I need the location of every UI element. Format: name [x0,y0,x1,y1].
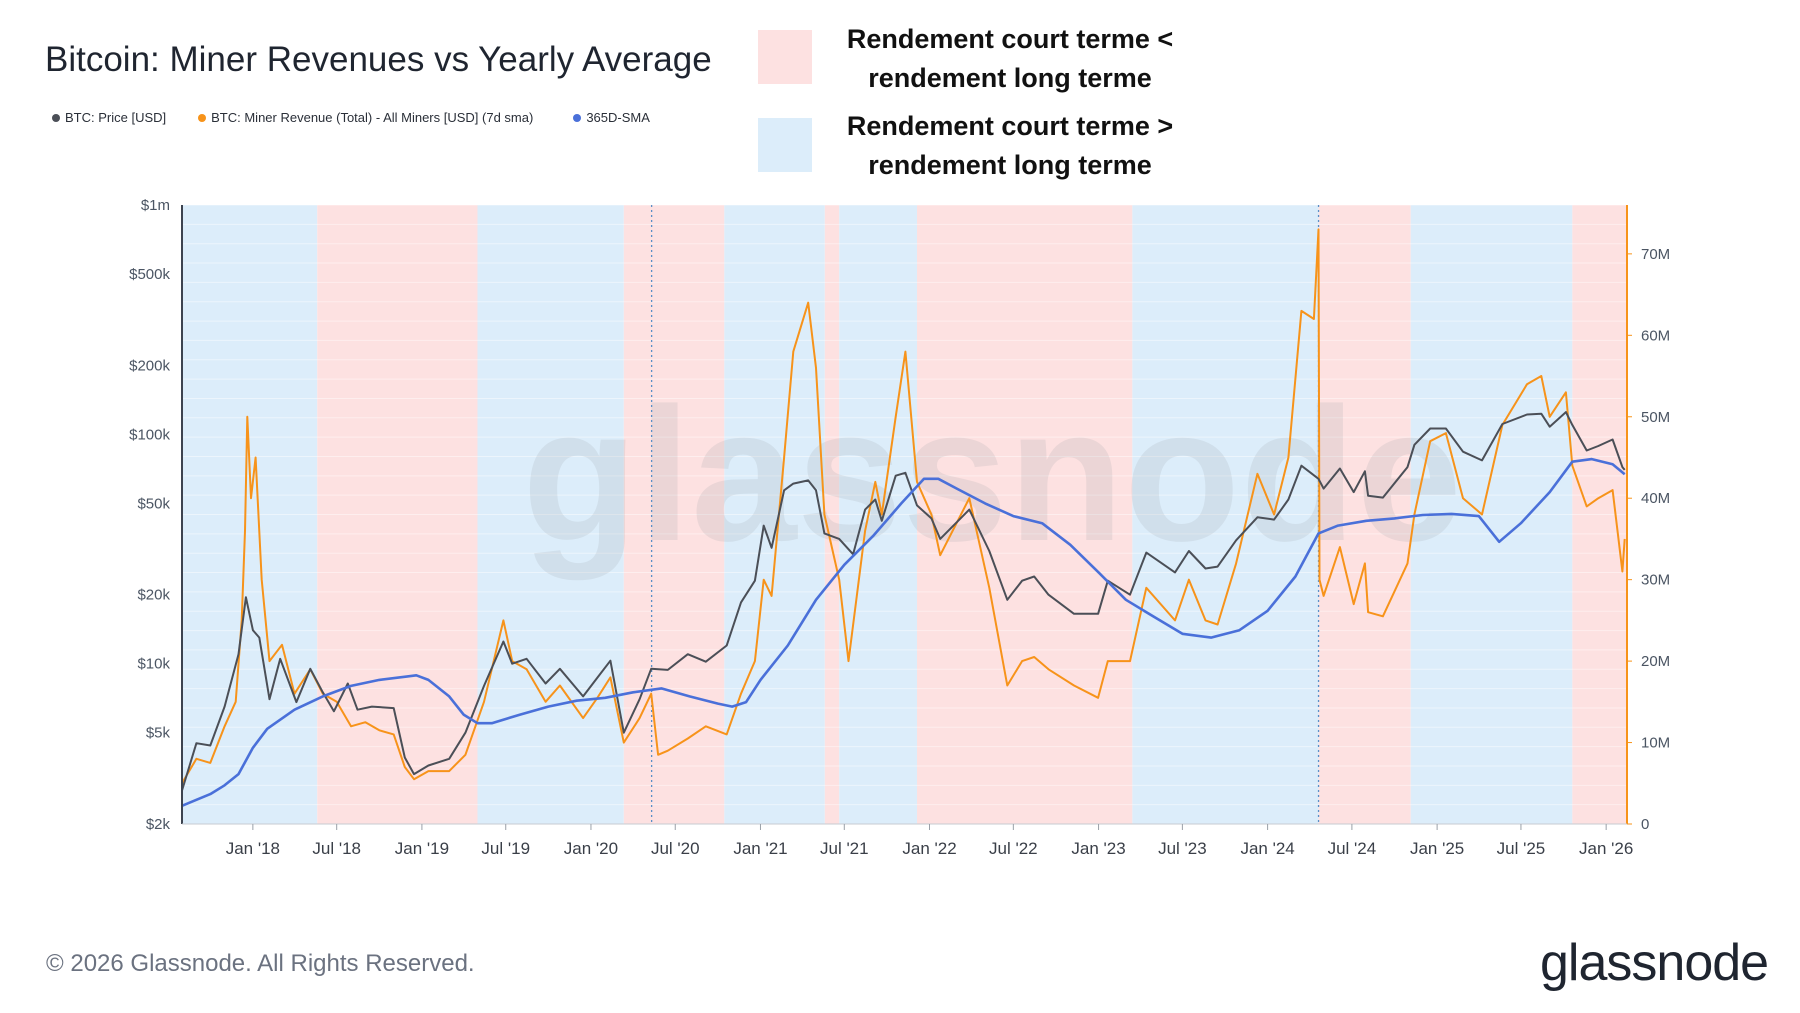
y-left-tick-label: $10k [137,656,170,673]
regime-band-red [1318,205,1411,824]
x-ticks: Jan '18 Jul '18 Jan '19 Jul '19 Jan '20 Jul '… [226,824,1633,858]
watermark: glassnode [522,369,1462,581]
regime-legend-blue-text: Rendement court terme > rendement long t… [830,107,1190,185]
legend-dot-miner-revenue [198,113,207,122]
chart-title: Bitcoin: Miner Revenues vs Yearly Averag… [45,40,712,79]
x-tick-label: Jan '24 [1240,839,1294,858]
y-right-tick-label: 20M [1641,653,1670,670]
x-tick-label: Jul '18 [312,839,361,858]
regime-band-blue [839,205,918,824]
regime-band-red [1572,205,1627,824]
legend-dot-price [52,113,60,122]
legend-item-sma[interactable]: 365D-SMA [573,110,650,125]
x-tick-label: Jul '19 [481,839,530,858]
y-left-tick-label: $500k [129,266,170,283]
y-left-ticks: $2k $5k $10k $20k $50k $100k $200k $500k $1m [129,197,170,833]
legend-item-miner-revenue[interactable]: BTC: Miner Revenue (Total) - All Miners … [198,110,533,125]
y-right-tick-label: 10M [1641,735,1670,752]
y-right-tick-label: 70M [1641,246,1670,263]
y-right-tick-label: 40M [1641,490,1670,507]
regime-band-blue [1132,205,1319,824]
legend-item-price[interactable]: BTC: Price [USD] [52,110,166,125]
y-left-tick-label: $2k [146,816,171,833]
regime-blue-line2: rendement long terme [868,150,1152,180]
regime-legend-red-swatch [758,30,812,84]
regime-red-line1: Rendement court terme < [846,24,1174,54]
series-legend: BTC: Price [USD] BTC: Miner Revenue (Tot… [52,110,680,125]
regime-legend-blue-swatch [758,118,812,172]
regime-red-line2: rendement long terme [868,63,1152,93]
legend-dot-sma [573,113,582,122]
x-tick-label: Jan '25 [1410,839,1464,858]
y-left-tick-label: $5k [146,725,171,742]
x-tick-label: Jan '21 [733,839,787,858]
legend-label-sma: 365D-SMA [586,110,650,125]
brand-logo: glassnode [1540,934,1769,992]
regime-band-blue [182,205,318,824]
miner-revenue-line [181,228,1626,784]
y-right-ticks: 0 10M 20M 30M 40M 50M 60M 70M [1627,246,1670,833]
sma-365d-line [181,457,1626,807]
x-tick-label: Jul '22 [989,839,1038,858]
y-right-tick-label: 0 [1641,816,1649,833]
y-left-tick-label: $20k [137,587,170,604]
y-right-tick-label: 60M [1641,327,1670,344]
y-left-tick-label: $50k [137,495,170,512]
halving-markers [650,205,1320,824]
series-lines [181,228,1626,807]
x-tick-label: Jan '26 [1579,839,1633,858]
y-right-tick-label: 50M [1641,409,1670,426]
axes [181,205,1628,825]
x-tick-label: Jan '18 [226,839,280,858]
x-tick-label: Jan '20 [564,839,618,858]
x-tick-label: Jan '19 [395,839,449,858]
price-line [181,411,1626,791]
x-tick-label: Jan '22 [902,839,956,858]
regime-band-red [824,205,840,824]
regime-band-red [917,205,1133,824]
x-tick-label: Jul '23 [1158,839,1207,858]
legend-label-price: BTC: Price [USD] [65,110,167,125]
regime-legend-red-text: Rendement court terme < rendement long t… [830,20,1190,98]
y-right-tick-label: 30M [1641,572,1670,589]
y-left-tick-label: $1m [141,197,170,214]
copyright-notice: © 2026 Glassnode. All Rights Reserved. [46,950,475,977]
y-left-tick-label: $100k [129,426,170,443]
x-tick-label: Jul '21 [820,839,869,858]
regime-band-red [623,205,725,824]
legend-label-miner-revenue: BTC: Miner Revenue (Total) - All Miners … [211,110,534,125]
regime-blue-line1: Rendement court terme > [846,111,1174,141]
x-tick-label: Jul '20 [651,839,700,858]
y-left-tick-label: $200k [129,357,170,374]
regime-bands [182,205,1627,824]
x-tick-label: Jan '23 [1071,839,1125,858]
x-tick-label: Jul '24 [1328,839,1377,858]
x-tick-label: Jul '25 [1497,839,1546,858]
